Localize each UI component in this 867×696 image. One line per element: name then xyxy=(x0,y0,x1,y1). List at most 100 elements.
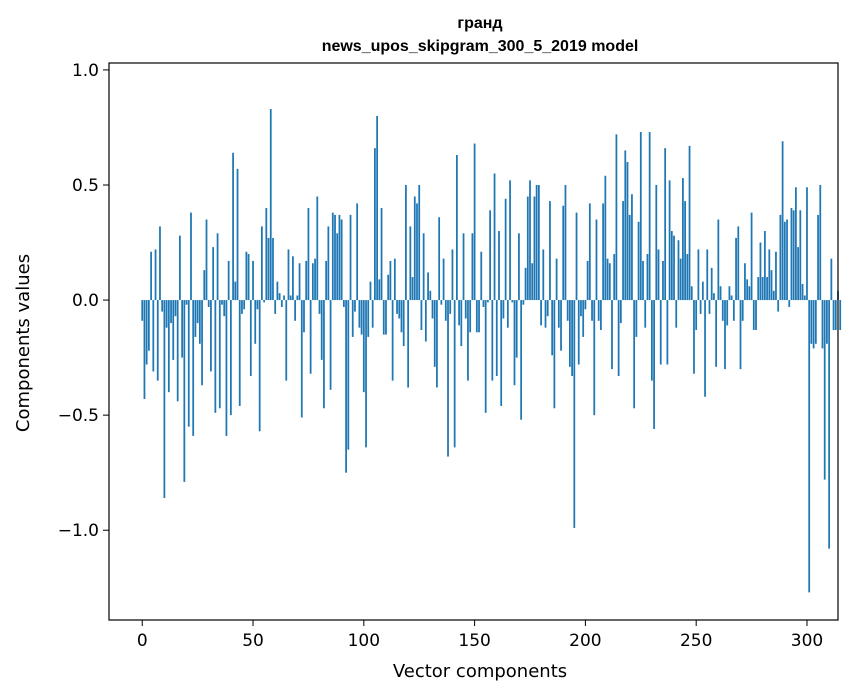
bar xyxy=(637,221,640,301)
bar xyxy=(732,300,735,321)
bar xyxy=(141,300,144,321)
bar xyxy=(296,295,299,301)
bar xyxy=(511,300,514,303)
bar xyxy=(334,214,336,301)
bar xyxy=(775,251,777,301)
bar xyxy=(243,300,246,310)
bar xyxy=(759,242,762,301)
bar xyxy=(427,272,429,301)
bar xyxy=(593,300,596,416)
bar xyxy=(783,221,786,301)
bar xyxy=(420,300,423,330)
bar xyxy=(710,267,713,301)
bar xyxy=(744,263,746,301)
bar xyxy=(819,184,822,301)
bar xyxy=(777,300,780,312)
bar xyxy=(639,132,642,301)
bar xyxy=(644,300,647,328)
bar xyxy=(225,300,228,436)
bar xyxy=(413,196,416,301)
bar xyxy=(356,203,359,301)
bar xyxy=(398,300,401,319)
bar xyxy=(278,293,281,301)
x-tick-label: 300 xyxy=(791,631,823,651)
bar xyxy=(469,300,472,333)
bar xyxy=(272,237,274,301)
bar xyxy=(269,109,272,301)
bar xyxy=(409,226,412,301)
bar xyxy=(832,300,835,330)
bar xyxy=(183,300,186,482)
bar xyxy=(320,300,323,360)
bar xyxy=(573,300,576,528)
bar xyxy=(238,300,241,406)
bar xyxy=(276,281,279,301)
bar xyxy=(746,279,749,301)
bar xyxy=(624,150,627,301)
bar xyxy=(814,300,817,344)
bar xyxy=(267,237,270,301)
bars-group xyxy=(141,109,842,593)
bar xyxy=(396,300,398,314)
bar xyxy=(546,300,549,317)
bar xyxy=(606,258,609,301)
bar xyxy=(726,300,729,326)
bar xyxy=(194,300,197,337)
bar xyxy=(619,300,622,324)
bar xyxy=(540,300,542,326)
bar xyxy=(588,203,591,301)
bar xyxy=(192,300,195,436)
bar xyxy=(442,258,445,301)
bar xyxy=(340,219,343,301)
bar xyxy=(236,168,239,301)
bar xyxy=(653,300,655,429)
bar xyxy=(491,300,494,381)
y-tick-label: 1.0 xyxy=(72,61,99,81)
bar xyxy=(682,178,684,301)
bar xyxy=(790,208,793,301)
bar xyxy=(247,254,250,301)
bar xyxy=(342,300,345,307)
bar xyxy=(741,300,744,321)
bar xyxy=(531,263,534,301)
bar xyxy=(198,300,201,344)
y-tick-label: 0.5 xyxy=(72,176,99,196)
bar xyxy=(566,300,569,321)
bar xyxy=(431,300,434,319)
bar xyxy=(755,300,757,330)
bar xyxy=(411,277,414,301)
bar xyxy=(345,300,347,473)
bar xyxy=(453,300,456,448)
bar xyxy=(232,152,234,301)
bar xyxy=(524,267,527,301)
bar xyxy=(325,260,328,301)
bar xyxy=(830,258,833,301)
bar xyxy=(393,258,396,301)
bar xyxy=(150,251,152,301)
y-tick-label: 0.0 xyxy=(72,291,99,311)
bar xyxy=(447,300,449,457)
bar xyxy=(788,300,791,307)
bar xyxy=(234,281,237,301)
bar xyxy=(480,251,483,301)
bar xyxy=(385,300,387,335)
bar xyxy=(316,196,319,301)
bar xyxy=(214,300,217,413)
bar xyxy=(697,249,700,301)
bar xyxy=(305,260,308,301)
bar xyxy=(509,180,511,301)
bar xyxy=(828,300,831,549)
bar xyxy=(659,300,662,365)
bar xyxy=(670,231,673,301)
bar xyxy=(662,260,664,301)
bar xyxy=(418,184,421,301)
bar xyxy=(143,300,146,400)
bar xyxy=(167,300,170,393)
bar xyxy=(487,300,489,303)
bar xyxy=(249,300,252,377)
bar xyxy=(285,300,288,381)
bar xyxy=(292,256,294,301)
bar xyxy=(187,300,190,427)
bar xyxy=(152,300,155,372)
